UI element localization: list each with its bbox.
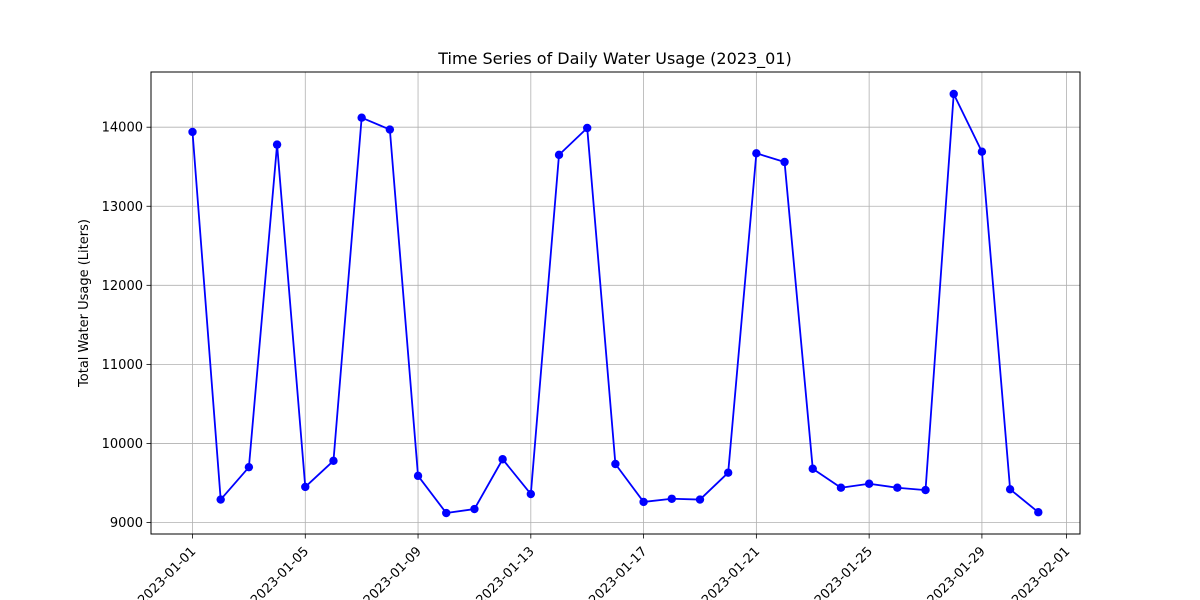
data-point bbox=[470, 504, 479, 514]
y-tick-label: 12000 bbox=[102, 279, 143, 294]
x-tick-label: 2023-01-29 bbox=[925, 544, 989, 600]
data-point bbox=[893, 483, 902, 492]
data-point bbox=[272, 140, 282, 149]
data-point bbox=[244, 462, 254, 472]
x-tick-label: 2023-01-13 bbox=[474, 544, 538, 600]
series-line bbox=[191, 93, 1039, 514]
x-tick-label: 2023-01-09 bbox=[361, 544, 425, 600]
data-point bbox=[385, 125, 395, 134]
y-tick-label: 13000 bbox=[102, 200, 143, 215]
x-tick-label: 2023-01-01 bbox=[135, 544, 199, 600]
data-point bbox=[1034, 508, 1043, 517]
data-point bbox=[864, 479, 874, 488]
y-tick-label: 9000 bbox=[110, 516, 143, 531]
x-tick-label: 2023-02-01 bbox=[1009, 544, 1073, 600]
axis-ticks: 2023-01-01 2023-01-05 2023-01-09 2023-01-13… bbox=[102, 121, 1074, 600]
y-tick-label: 14000 bbox=[102, 121, 143, 136]
data-point bbox=[442, 508, 451, 518]
data-series bbox=[188, 89, 1043, 518]
data-point bbox=[329, 456, 338, 466]
data-point bbox=[639, 497, 648, 507]
y-axis-label: Total Water Usage (Liters) bbox=[77, 219, 92, 388]
x-tick-label: 2023-01-25 bbox=[812, 544, 876, 600]
y-tick-label: 10000 bbox=[102, 437, 143, 452]
data-point bbox=[977, 147, 987, 156]
x-tick-label: 2023-01-17 bbox=[586, 544, 650, 600]
data-point bbox=[357, 113, 366, 122]
data-point bbox=[583, 123, 592, 133]
data-point bbox=[554, 150, 564, 160]
data-point bbox=[611, 459, 620, 469]
data-point bbox=[301, 482, 310, 492]
plot-frame bbox=[150, 71, 1081, 535]
data-point bbox=[1005, 485, 1015, 494]
data-point bbox=[695, 495, 705, 504]
grid-lines bbox=[151, 72, 1080, 534]
chart-title: Time Series of Daily Water Usage (2023_0… bbox=[437, 49, 792, 69]
data-point bbox=[413, 471, 423, 481]
data-point bbox=[808, 464, 817, 473]
y-tick-label: 11000 bbox=[102, 358, 143, 373]
data-point bbox=[752, 149, 761, 158]
data-point bbox=[667, 494, 676, 503]
data-point bbox=[949, 89, 958, 99]
data-point bbox=[921, 485, 930, 495]
data-point bbox=[498, 455, 507, 464]
x-tick-label: 2023-01-05 bbox=[248, 544, 312, 600]
data-point bbox=[836, 483, 846, 492]
data-point bbox=[188, 127, 197, 137]
data-point bbox=[723, 468, 733, 477]
x-tick-label: 2023-01-21 bbox=[699, 544, 763, 600]
data-point bbox=[780, 157, 789, 167]
data-point bbox=[216, 495, 225, 504]
data-point bbox=[526, 489, 536, 499]
